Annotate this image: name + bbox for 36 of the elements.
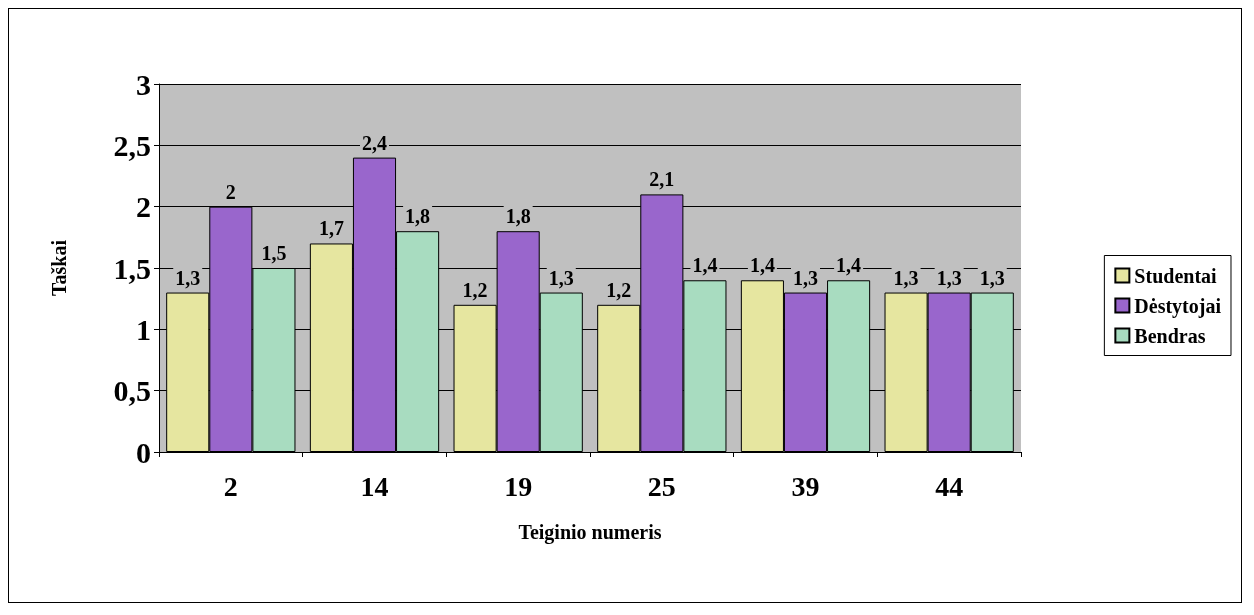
legend-label: Studentai [1134, 264, 1218, 287]
y-axis-title: Taškai [48, 239, 70, 296]
data-label: 2 [225, 180, 236, 203]
data-label: 1,3 [936, 266, 962, 289]
y-tick-label: 1,5 [113, 251, 151, 285]
data-label: 1,3 [979, 266, 1005, 289]
y-tick-label: 3 [136, 67, 151, 101]
x-tick-label: 2 [223, 470, 238, 502]
y-tick-label: 0 [136, 435, 151, 469]
data-label: 1,4 [749, 254, 775, 277]
y-tick-label: 2 [136, 190, 151, 224]
data-label: 1,3 [893, 266, 919, 289]
x-tick-label: 14 [360, 470, 389, 502]
y-tick-label: 1 [136, 312, 151, 346]
legend-label: Dėstytojai [1134, 294, 1222, 318]
data-label: 1,2 [606, 278, 632, 301]
x-tick-label: 39 [791, 470, 820, 502]
data-label: 1,5 [261, 242, 287, 264]
y-tick-label: 2,5 [113, 128, 151, 162]
y-tick-label: 0,5 [113, 374, 151, 408]
data-label: 1,7 [318, 217, 344, 240]
x-tick-label: 44 [935, 470, 964, 502]
data-label: 1,3 [548, 266, 574, 289]
data-label: 1,3 [793, 266, 818, 289]
data-label: 1,3 [175, 266, 201, 289]
data-label: 1,8 [505, 205, 531, 228]
data-label: 1,2 [462, 278, 488, 301]
data-label: 1,4 [836, 254, 862, 277]
x-tick-label: 19 [504, 470, 533, 502]
data-label: 1,4 [692, 254, 718, 277]
data-label: 2,4 [362, 131, 387, 154]
data-label: 2,1 [649, 168, 675, 191]
data-label: 1,8 [405, 205, 431, 228]
legend-label: Bendras [1134, 324, 1206, 347]
x-tick-label: 25 [647, 470, 676, 502]
x-axis-title: Teiginio numeris [518, 521, 662, 544]
